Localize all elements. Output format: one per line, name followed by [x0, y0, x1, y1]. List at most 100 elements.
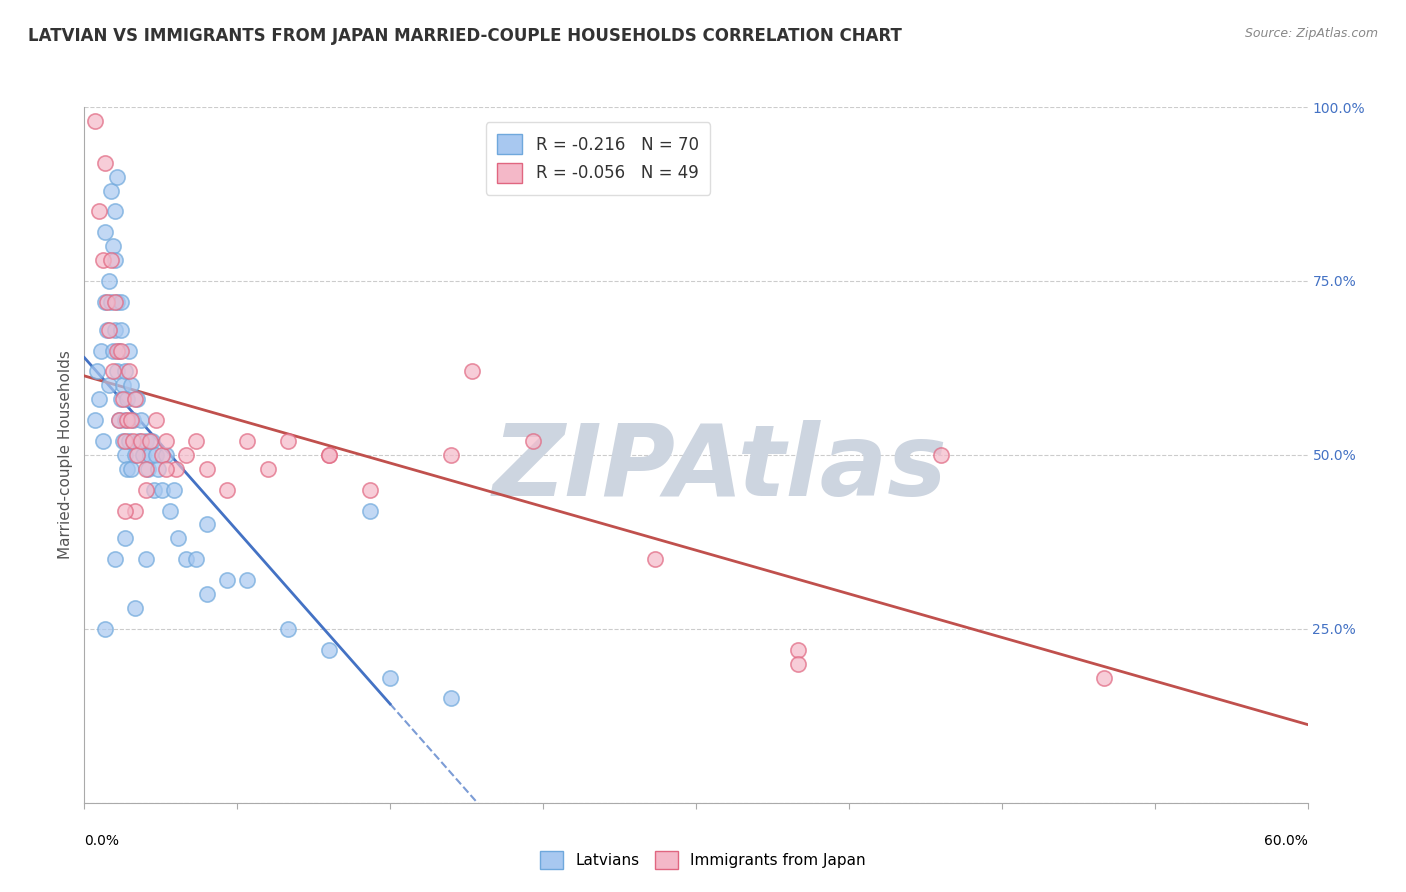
Point	[186, 434, 208, 448]
Point	[236, 434, 259, 448]
Point	[195, 462, 218, 476]
Point	[110, 323, 132, 337]
Point	[155, 462, 177, 476]
Text: 60.0%: 60.0%	[1264, 833, 1308, 847]
Point	[115, 413, 138, 427]
Point	[86, 364, 108, 378]
Point	[138, 434, 160, 448]
Point	[100, 294, 122, 309]
Point	[105, 343, 128, 358]
Point	[108, 343, 131, 358]
Point	[318, 448, 340, 462]
Point	[90, 343, 112, 358]
Point	[131, 434, 153, 448]
Point	[461, 364, 484, 378]
Point	[186, 552, 208, 566]
Point	[97, 378, 120, 392]
Point	[97, 323, 120, 337]
Point	[105, 364, 128, 378]
Point	[135, 483, 157, 497]
Point	[112, 392, 135, 407]
Text: LATVIAN VS IMMIGRANTS FROM JAPAN MARRIED-COUPLE HOUSEHOLDS CORRELATION CHART: LATVIAN VS IMMIGRANTS FROM JAPAN MARRIED…	[28, 27, 903, 45]
Point	[359, 483, 381, 497]
Point	[150, 448, 173, 462]
Point	[146, 462, 169, 476]
Point	[105, 169, 128, 184]
Point	[101, 239, 124, 253]
Point	[217, 573, 239, 587]
Point	[155, 434, 177, 448]
Point	[108, 413, 131, 427]
Point	[87, 392, 110, 407]
Point	[138, 448, 160, 462]
Point	[114, 448, 136, 462]
Point	[150, 483, 173, 497]
Point	[277, 622, 299, 636]
Legend: R = -0.216   N = 70, R = -0.056   N = 49: R = -0.216 N = 70, R = -0.056 N = 49	[486, 122, 710, 194]
Point	[104, 323, 127, 337]
Point	[131, 413, 153, 427]
Point	[141, 434, 163, 448]
Point	[165, 462, 187, 476]
Point	[97, 274, 120, 288]
Point	[136, 462, 159, 476]
Point	[787, 642, 810, 657]
Point	[83, 413, 105, 427]
Point	[176, 552, 198, 566]
Point	[380, 671, 402, 685]
Point	[440, 448, 463, 462]
Point	[115, 462, 138, 476]
Text: Source: ZipAtlas.com: Source: ZipAtlas.com	[1244, 27, 1378, 40]
Point	[100, 184, 122, 198]
Point	[132, 448, 155, 462]
Text: 0.0%: 0.0%	[84, 833, 120, 847]
Point	[142, 483, 165, 497]
Point	[163, 483, 186, 497]
Point	[87, 204, 110, 219]
Point	[91, 253, 114, 268]
Point	[145, 413, 167, 427]
Point	[112, 434, 135, 448]
Point	[114, 364, 136, 378]
Point	[277, 434, 299, 448]
Point	[118, 343, 141, 358]
Y-axis label: Married-couple Households: Married-couple Households	[58, 351, 73, 559]
Point	[1092, 671, 1115, 685]
Point	[93, 294, 117, 309]
Point	[127, 392, 149, 407]
Point	[135, 462, 157, 476]
Point	[127, 448, 149, 462]
Point	[318, 448, 340, 462]
Point	[120, 378, 142, 392]
Point	[155, 448, 177, 462]
Point	[110, 343, 132, 358]
Point	[195, 517, 218, 532]
Point	[104, 253, 127, 268]
Point	[159, 503, 181, 517]
Point	[787, 657, 810, 671]
Point	[440, 691, 463, 706]
Point	[124, 503, 146, 517]
Point	[124, 601, 146, 615]
Point	[217, 483, 239, 497]
Point	[318, 642, 340, 657]
Point	[118, 364, 141, 378]
Point	[93, 622, 117, 636]
Point	[120, 462, 142, 476]
Point	[96, 294, 118, 309]
Point	[167, 532, 190, 546]
Point	[120, 413, 142, 427]
Legend: Latvians, Immigrants from Japan: Latvians, Immigrants from Japan	[534, 845, 872, 875]
Point	[108, 413, 131, 427]
Point	[100, 253, 122, 268]
Text: ZIPAtlas: ZIPAtlas	[494, 420, 948, 517]
Point	[101, 343, 124, 358]
Point	[124, 448, 146, 462]
Point	[104, 204, 127, 219]
Point	[122, 434, 145, 448]
Point	[112, 378, 135, 392]
Point	[359, 503, 381, 517]
Point	[114, 434, 136, 448]
Point	[522, 434, 544, 448]
Point	[135, 552, 157, 566]
